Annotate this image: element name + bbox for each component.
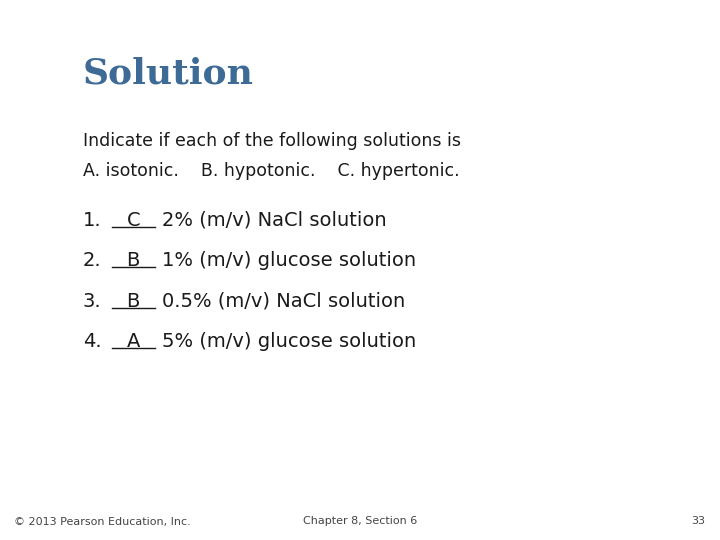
Text: 33: 33 (692, 516, 706, 526)
Text: 2% (m/v) NaCl solution: 2% (m/v) NaCl solution (162, 211, 387, 229)
Text: 5% (m/v) glucose solution: 5% (m/v) glucose solution (162, 332, 416, 351)
Text: B: B (127, 292, 140, 310)
Text: 0.5% (m/v) NaCl solution: 0.5% (m/v) NaCl solution (162, 292, 405, 310)
Text: 4.: 4. (83, 332, 102, 351)
Text: © 2013 Pearson Education, Inc.: © 2013 Pearson Education, Inc. (14, 516, 191, 526)
Text: 2.: 2. (83, 251, 102, 270)
Text: Chapter 8, Section 6: Chapter 8, Section 6 (303, 516, 417, 526)
Text: A. isotonic.    B. hypotonic.    C. hypertonic.: A. isotonic. B. hypotonic. C. hypertonic… (83, 162, 459, 180)
Text: C: C (127, 211, 140, 229)
Text: Solution: Solution (83, 57, 254, 91)
Text: 1.: 1. (83, 211, 102, 229)
Text: B: B (127, 251, 140, 270)
Text: A: A (127, 332, 140, 351)
Text: 1% (m/v) glucose solution: 1% (m/v) glucose solution (162, 251, 416, 270)
Text: 3.: 3. (83, 292, 102, 310)
Text: Indicate if each of the following solutions is: Indicate if each of the following soluti… (83, 132, 461, 150)
